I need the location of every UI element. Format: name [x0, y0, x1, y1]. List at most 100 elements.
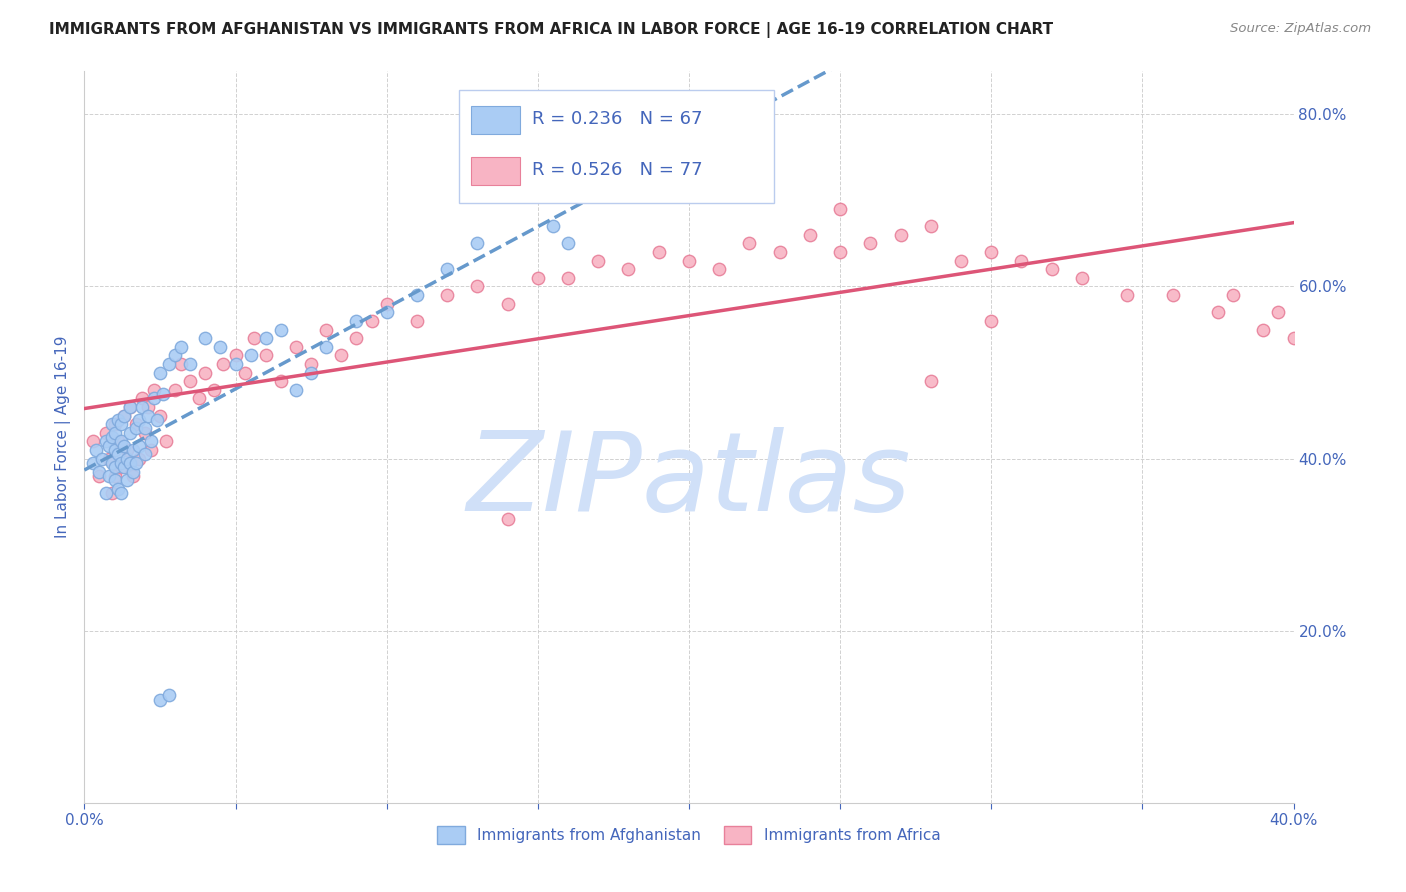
Point: [527, 271, 550, 285]
Point: [179, 374, 201, 388]
Point: [107, 482, 129, 496]
Point: [152, 387, 174, 401]
Point: [1206, 305, 1229, 319]
Point: [496, 296, 519, 310]
Point: [225, 348, 247, 362]
Point: [588, 253, 610, 268]
Point: [233, 366, 256, 380]
Point: [134, 421, 156, 435]
Point: [436, 262, 458, 277]
Point: [104, 468, 127, 483]
FancyBboxPatch shape: [460, 90, 773, 203]
Point: [541, 219, 564, 234]
Point: [112, 409, 135, 423]
Point: [157, 688, 180, 702]
Point: [97, 468, 120, 483]
Point: [136, 409, 159, 423]
Point: [1282, 331, 1305, 345]
Point: [128, 451, 150, 466]
Point: [125, 456, 148, 470]
Point: [1253, 322, 1275, 336]
Point: [375, 305, 398, 319]
Point: [212, 357, 235, 371]
Point: [110, 417, 132, 432]
Point: [94, 434, 117, 449]
Point: [118, 425, 141, 440]
Point: [110, 434, 132, 449]
Point: [202, 383, 225, 397]
Point: [107, 447, 129, 461]
Point: [830, 245, 852, 260]
Point: [139, 434, 162, 449]
Point: [115, 451, 138, 466]
Point: [799, 227, 821, 242]
Point: [299, 357, 322, 371]
Point: [149, 366, 172, 380]
Point: [1116, 288, 1139, 302]
Point: [107, 413, 129, 427]
Point: [980, 245, 1002, 260]
Point: [89, 465, 111, 479]
Point: [270, 374, 292, 388]
Point: [155, 434, 177, 449]
Point: [170, 340, 193, 354]
Point: [94, 486, 117, 500]
Point: [104, 442, 127, 457]
Point: [375, 296, 398, 310]
Point: [110, 460, 132, 475]
Point: [467, 236, 489, 251]
Y-axis label: In Labor Force | Age 16-19: In Labor Force | Age 16-19: [55, 335, 72, 539]
Point: [100, 486, 122, 500]
Text: R = 0.236   N = 67: R = 0.236 N = 67: [531, 110, 702, 128]
Point: [100, 430, 122, 444]
Point: [1011, 253, 1033, 268]
Point: [225, 357, 247, 371]
Point: [254, 331, 277, 345]
Point: [110, 486, 132, 500]
Point: [209, 340, 232, 354]
Text: ZIPatlas: ZIPatlas: [467, 427, 911, 534]
Point: [980, 314, 1002, 328]
Point: [346, 314, 368, 328]
Point: [738, 236, 761, 251]
Point: [920, 219, 942, 234]
Point: [285, 383, 308, 397]
Point: [115, 442, 138, 457]
Point: [136, 400, 159, 414]
Point: [738, 168, 761, 182]
Point: [406, 288, 429, 302]
Point: [128, 439, 150, 453]
Point: [121, 442, 143, 457]
Point: [110, 456, 132, 470]
Point: [115, 473, 138, 487]
Point: [950, 253, 973, 268]
Point: [112, 460, 135, 475]
Point: [157, 357, 180, 371]
Point: [557, 236, 579, 251]
Point: [131, 400, 153, 414]
Point: [1222, 288, 1244, 302]
Point: [709, 262, 731, 277]
Point: [830, 202, 852, 216]
Point: [146, 413, 169, 427]
Point: [139, 442, 162, 457]
Point: [346, 331, 368, 345]
Point: [118, 400, 141, 414]
Point: [128, 413, 150, 427]
Point: [149, 692, 172, 706]
Point: [131, 392, 153, 406]
Point: [142, 383, 165, 397]
Point: [557, 271, 579, 285]
Point: [91, 451, 114, 466]
Point: [242, 331, 264, 345]
Point: [104, 425, 127, 440]
Text: Source: ZipAtlas.com: Source: ZipAtlas.com: [1230, 22, 1371, 36]
Point: [662, 185, 685, 199]
Text: R = 0.526   N = 77: R = 0.526 N = 77: [531, 161, 703, 179]
Point: [1161, 288, 1184, 302]
Point: [1040, 262, 1063, 277]
Point: [170, 357, 193, 371]
Point: [104, 473, 127, 487]
Point: [118, 456, 141, 470]
Point: [254, 348, 277, 362]
